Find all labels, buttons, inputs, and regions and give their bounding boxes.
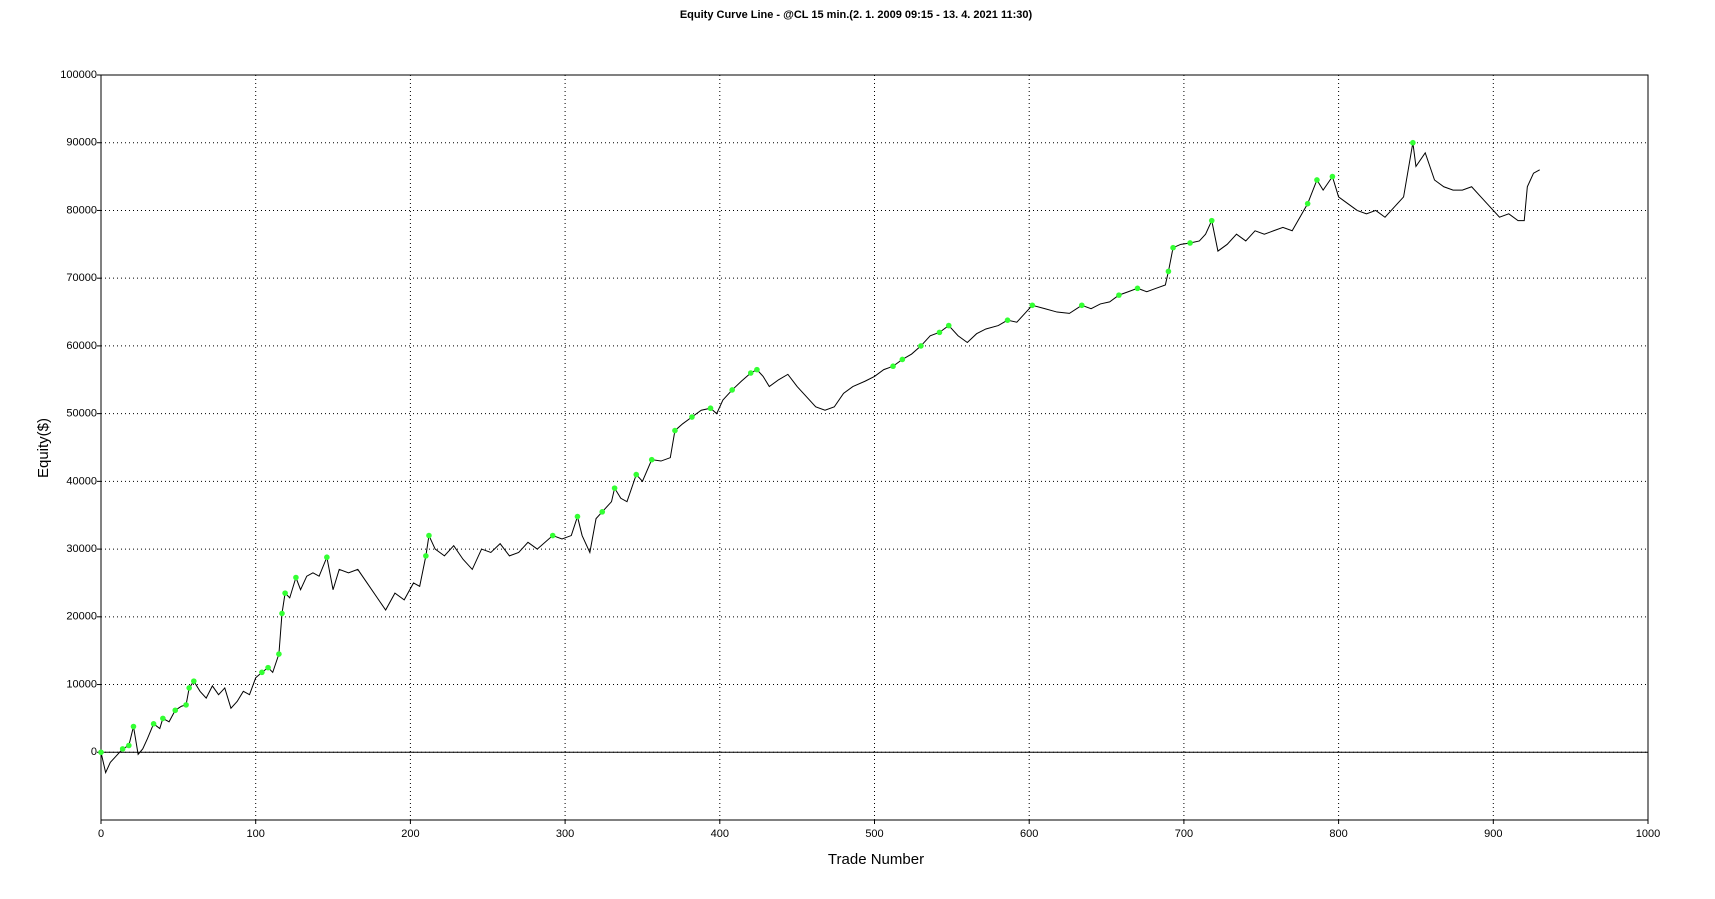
new-high-marker [754, 366, 760, 373]
new-high-marker [890, 363, 896, 370]
new-high-marker [611, 485, 618, 491]
new-high-marker [324, 554, 330, 561]
y-axis-label: Equity($) [35, 418, 52, 478]
x-tick-label: 1000 [1636, 828, 1660, 840]
x-axis-label: Trade Number [828, 851, 924, 868]
new-high-marker [276, 651, 282, 657]
new-high-marker [1029, 302, 1036, 309]
new-high-marker [150, 721, 157, 727]
x-tick-label: 800 [1329, 828, 1347, 840]
new-high-marker [172, 707, 179, 714]
new-high-marker [648, 456, 655, 463]
equity-line [100, 142, 1540, 775]
new-high-marker [899, 356, 906, 363]
new-high-marker [1078, 302, 1085, 309]
new-high-marker [1329, 173, 1336, 180]
y-tick-label: 0 [91, 746, 97, 758]
new-high-marker [1004, 317, 1011, 323]
new-high-marker [282, 590, 288, 596]
new-high-marker [574, 513, 581, 520]
new-high-marker [119, 746, 126, 752]
new-high-marker [1134, 285, 1141, 292]
x-tick-label: 400 [711, 828, 729, 840]
new-high-marker [126, 742, 132, 749]
new-high-marker [191, 678, 197, 684]
x-tick-label: 0 [98, 828, 104, 840]
new-high-marker [423, 553, 429, 559]
x-tick-label: 900 [1484, 828, 1502, 840]
new-high-marker [549, 532, 556, 539]
x-tick-label: 600 [1020, 828, 1038, 840]
y-tick-label: 100000 [60, 69, 97, 81]
new-high-marker [1187, 240, 1193, 246]
y-tick-label: 80000 [66, 204, 97, 216]
new-high-marker [707, 405, 714, 412]
new-high-marker [1165, 268, 1172, 275]
x-tick-label: 300 [556, 828, 574, 840]
x-tick-label: 200 [401, 828, 419, 840]
new-high-marker [130, 723, 137, 730]
y-tick-label: 70000 [66, 272, 97, 284]
new-high-marker [729, 387, 735, 393]
new-high-marker [1314, 177, 1320, 183]
x-tick-label: 100 [247, 828, 265, 840]
new-high-marker [599, 509, 606, 515]
x-tick-label: 500 [865, 828, 883, 840]
new-high-marker [689, 414, 695, 420]
y-tick-label: 10000 [66, 678, 97, 690]
x-tick-label: 700 [1175, 828, 1193, 840]
y-tick-label: 50000 [66, 408, 97, 420]
new-high-marker [98, 749, 104, 756]
y-tick-label: 20000 [66, 611, 97, 623]
y-tick-label: 30000 [66, 543, 97, 555]
new-high-marker [1410, 139, 1416, 146]
new-high-marker [1208, 217, 1215, 224]
new-high-marker [265, 664, 271, 671]
new-high-marker [1116, 292, 1122, 298]
y-tick-label: 60000 [66, 340, 97, 352]
y-tick-label: 90000 [66, 137, 97, 149]
y-tick-label: 40000 [66, 475, 97, 487]
new-high-marker [1170, 244, 1176, 251]
new-high-marker [293, 574, 299, 581]
new-high-marker [259, 669, 265, 676]
new-high-marker [633, 471, 640, 478]
new-high-marker [672, 427, 678, 434]
new-high-marker [183, 702, 189, 708]
new-high-marker [747, 370, 754, 376]
new-high-marker [945, 322, 952, 329]
new-high-marker [426, 532, 432, 539]
new-high-marker [936, 329, 943, 336]
new-high-marker [918, 343, 924, 349]
new-high-marker [186, 685, 192, 691]
new-high-marker [1304, 200, 1311, 207]
chart-title: Equity Curve Line - @CL 15 min.(2. 1. 20… [680, 9, 1033, 21]
new-high-marker [279, 610, 285, 617]
plot-frame [100, 74, 1649, 821]
new-high-marker [160, 715, 166, 722]
